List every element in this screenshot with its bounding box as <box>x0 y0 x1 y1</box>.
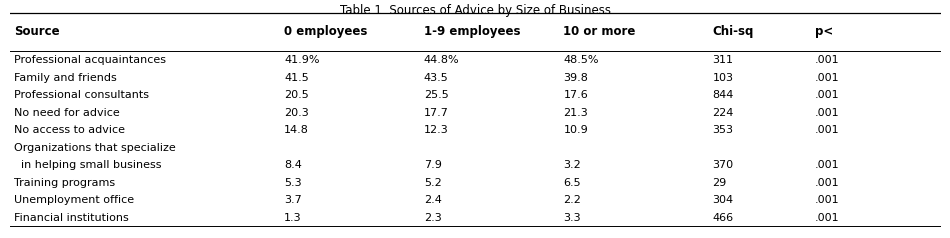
Text: 48.5%: 48.5% <box>563 55 598 65</box>
Text: 224: 224 <box>712 108 733 118</box>
Text: 844: 844 <box>712 90 733 100</box>
Text: .001: .001 <box>815 55 840 65</box>
Text: 8.4: 8.4 <box>284 160 302 170</box>
Text: 14.8: 14.8 <box>284 125 309 135</box>
Text: 7.9: 7.9 <box>424 160 442 170</box>
Text: 20.5: 20.5 <box>284 90 309 100</box>
Text: 17.6: 17.6 <box>563 90 588 100</box>
Text: .001: .001 <box>815 125 840 135</box>
Text: Professional acquaintances: Professional acquaintances <box>14 55 166 65</box>
Text: 304: 304 <box>712 195 733 205</box>
Text: 44.8%: 44.8% <box>424 55 460 65</box>
Text: 25.5: 25.5 <box>424 90 448 100</box>
Text: Training programs: Training programs <box>14 178 115 188</box>
Text: 3.3: 3.3 <box>563 213 581 223</box>
Text: 311: 311 <box>712 55 733 65</box>
Text: p<: p< <box>815 25 833 38</box>
Text: No access to advice: No access to advice <box>14 125 125 135</box>
Text: 6.5: 6.5 <box>563 178 581 188</box>
Text: .001: .001 <box>815 213 840 223</box>
Text: Unemployment office: Unemployment office <box>14 195 134 205</box>
Text: Source: Source <box>14 25 60 38</box>
Text: 29: 29 <box>712 178 727 188</box>
Text: Financial institutions: Financial institutions <box>14 213 129 223</box>
Text: .001: .001 <box>815 160 840 170</box>
Text: 39.8: 39.8 <box>563 73 588 83</box>
Text: No need for advice: No need for advice <box>14 108 120 118</box>
Text: .001: .001 <box>815 90 840 100</box>
Text: .001: .001 <box>815 195 840 205</box>
Text: 466: 466 <box>712 213 733 223</box>
Text: 21.3: 21.3 <box>563 108 588 118</box>
Text: 353: 353 <box>712 125 733 135</box>
Text: .001: .001 <box>815 178 840 188</box>
Text: Family and friends: Family and friends <box>14 73 117 83</box>
Text: 1-9 employees: 1-9 employees <box>424 25 521 38</box>
Text: 41.5: 41.5 <box>284 73 309 83</box>
Text: 3.7: 3.7 <box>284 195 302 205</box>
Text: 12.3: 12.3 <box>424 125 448 135</box>
Text: 43.5: 43.5 <box>424 73 448 83</box>
Text: Professional consultants: Professional consultants <box>14 90 149 100</box>
Text: 41.9%: 41.9% <box>284 55 319 65</box>
Text: .001: .001 <box>815 73 840 83</box>
Text: 370: 370 <box>712 160 733 170</box>
Text: Organizations that specialize: Organizations that specialize <box>14 143 176 153</box>
Text: 0 employees: 0 employees <box>284 25 368 38</box>
Text: 3.2: 3.2 <box>563 160 581 170</box>
Text: 2.3: 2.3 <box>424 213 442 223</box>
Text: 10.9: 10.9 <box>563 125 588 135</box>
Text: 103: 103 <box>712 73 733 83</box>
Text: 10 or more: 10 or more <box>563 25 636 38</box>
Text: 2.4: 2.4 <box>424 195 442 205</box>
Text: in helping small business: in helping small business <box>14 160 162 170</box>
Text: 20.3: 20.3 <box>284 108 309 118</box>
Text: 5.2: 5.2 <box>424 178 442 188</box>
Text: 2.2: 2.2 <box>563 195 581 205</box>
Text: .001: .001 <box>815 108 840 118</box>
Text: Table 1  Sources of Advice by Size of Business: Table 1 Sources of Advice by Size of Bus… <box>339 4 611 17</box>
Text: Chi-sq: Chi-sq <box>712 25 753 38</box>
Text: 5.3: 5.3 <box>284 178 302 188</box>
Text: 1.3: 1.3 <box>284 213 302 223</box>
Text: 17.7: 17.7 <box>424 108 448 118</box>
